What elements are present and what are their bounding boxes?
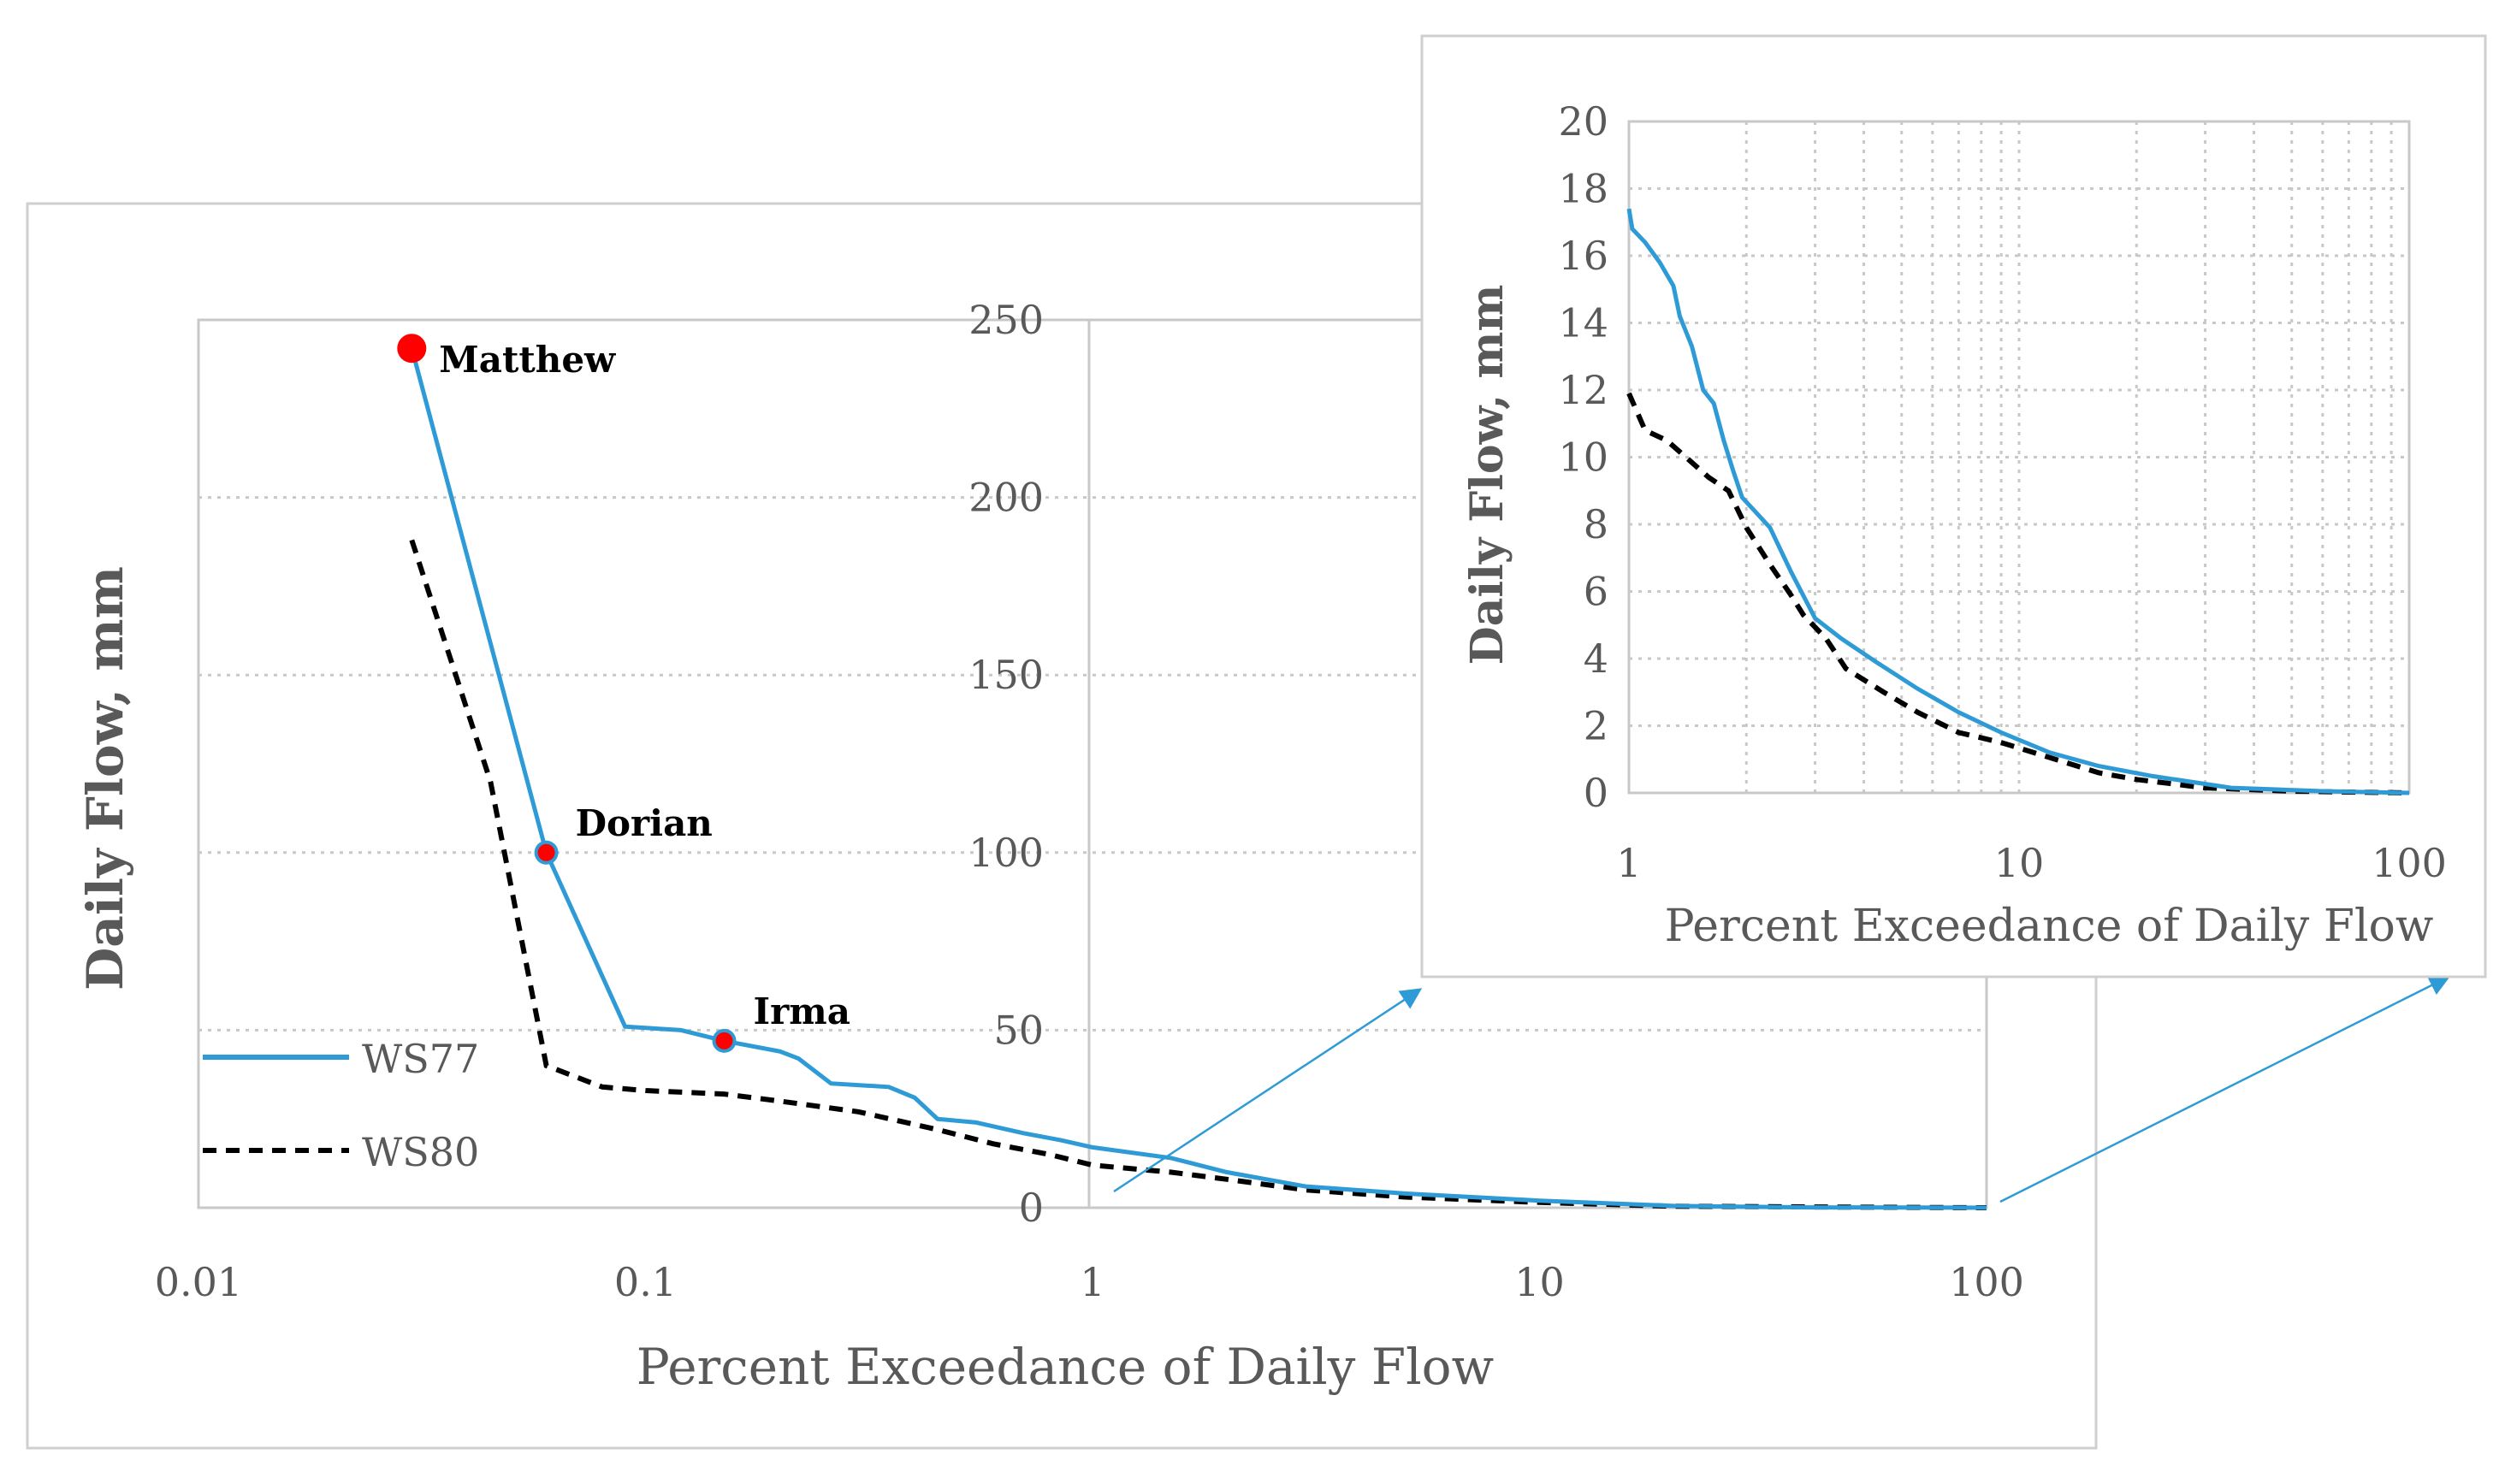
inset-y-tick-label: 16 [1558,233,1608,279]
inset-y-tick-label: 0 [1584,770,1608,816]
inset-y-tick-label: 4 [1584,636,1608,682]
zoom-callout-arrows [1113,975,2451,1203]
callout-arrow-left [1113,988,1423,1193]
annotation-label-dorian: Dorian [576,802,713,844]
main-annotations: Matthew Dorian Irma [397,334,850,1053]
legend-ws77-label: WS77 [362,1036,479,1082]
main-x-tick-label: 0.01 [155,1259,242,1305]
main-y-tick-label: 250 [968,297,1044,343]
inset-y-tick-label: 8 [1584,501,1608,547]
inset-x-tick-label: 100 [2372,840,2447,886]
main-y-tick-label: 200 [968,475,1044,521]
main-y-axis-label: Daily Flow, mm [76,566,134,990]
annotation-label-matthew: Matthew [439,339,616,381]
inset-y-tick-label: 12 [1558,367,1608,413]
main-x-tick-label: 1 [1080,1259,1104,1305]
inset-chart: 0 2 4 6 8 10 12 14 16 18 20 1 10 100 Percent Exceeda… [1420,34,2487,978]
main-y-tick-labels: 0 50 100 150 200 250 [968,297,1044,1231]
inset-series-ws77-line [1626,208,2410,795]
annotation-marker-dorian [537,843,555,861]
main-y-tick-label: 0 [1019,1185,1044,1231]
main-x-tick-label: 10 [1514,1259,1565,1305]
inset-x-tick-label: 10 [1994,840,2045,886]
annotation-label-irma: Irma [754,990,850,1032]
inset-y-tick-label: 14 [1558,300,1608,346]
main-legend: WS77 WS80 [203,1036,479,1175]
inset-chart-frame [1420,34,2487,978]
main-series-ws77-line [409,347,1987,1210]
callout-arrow-right [1999,975,2451,1203]
main-y-tick-label: 50 [993,1007,1044,1053]
legend-ws80-label: WS80 [362,1129,479,1175]
main-x-axis-label: Percent Exceedance of Daily Flow [637,1338,1494,1396]
inset-x-axis-label: Percent Exceedance of Daily Flow [1665,901,2434,952]
inset-y-axis-label: Daily Flow, mm [1461,285,1513,665]
inset-y-tick-label: 6 [1584,569,1608,615]
main-x-tick-label: 100 [1949,1259,2024,1305]
annotation-marker-matthew [397,334,427,364]
inset-series-ws80-line [1626,392,2410,795]
main-x-tick-labels: 0.01 0.1 1 10 100 [155,1259,2024,1305]
inset-y-tick-label: 10 [1558,435,1608,481]
inset-x-tick-label: 1 [1616,840,1641,886]
main-y-tick-label: 150 [968,652,1044,698]
inset-y-tick-label: 20 [1558,98,1608,145]
inset-grid [1629,121,2409,793]
inset-x-tick-labels: 1 10 100 [1616,840,2447,886]
main-y-tick-label: 100 [968,830,1044,876]
main-series-ws80-line [409,539,1987,1210]
inset-y-tick-label: 18 [1558,166,1608,212]
inset-y-tick-labels: 0 2 4 6 8 10 12 14 16 18 20 [1558,98,1608,816]
main-x-tick-label: 0.1 [614,1259,677,1305]
inset-y-tick-label: 2 [1584,703,1608,749]
annotation-marker-irma [715,1032,733,1049]
